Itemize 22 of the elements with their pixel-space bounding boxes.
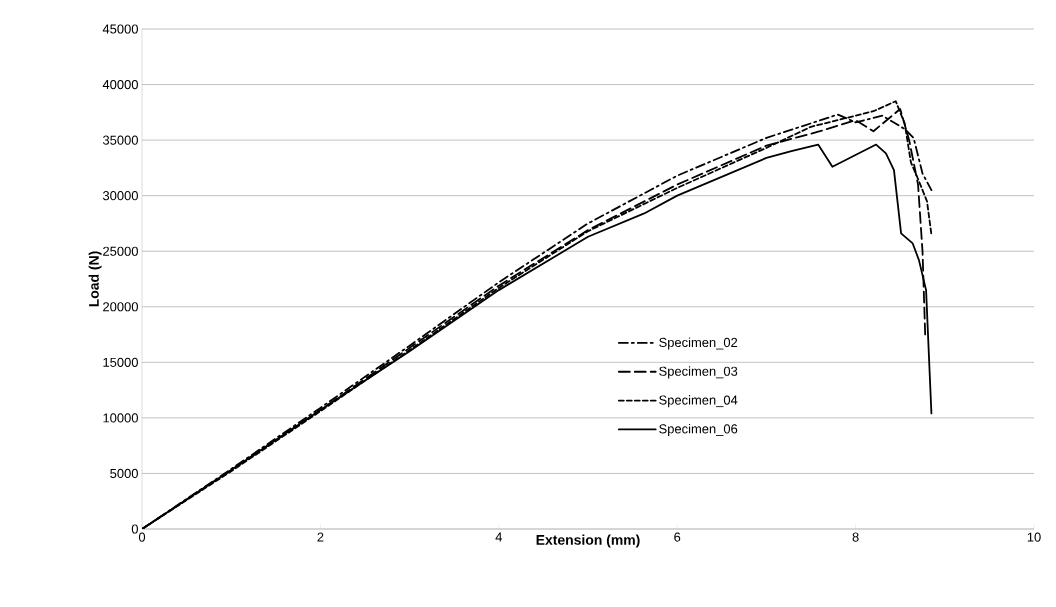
x-tick-label: 2	[317, 532, 324, 542]
legend-label: Specimen_04	[659, 395, 738, 408]
legend-label: Specimen_02	[659, 337, 738, 350]
legend-label: Specimen_03	[659, 366, 738, 379]
y-tick-label: 5000	[110, 468, 138, 479]
y-axis-title: Load (N)	[88, 251, 102, 307]
y-tick-label: 30000	[102, 191, 138, 201]
legend-label: Specimen_06	[659, 423, 738, 437]
y-tick-label: 45000	[102, 24, 138, 34]
y-tick-label: 15000	[103, 357, 138, 367]
y-tick-label: 10000	[103, 413, 138, 423]
y-tick-label: 40000	[102, 79, 138, 90]
y-tick-label: 25000	[103, 246, 138, 256]
x-tick-label: 6	[674, 532, 681, 542]
x-tick-label: 4	[495, 532, 503, 542]
y-tick-label: 35000	[102, 135, 138, 145]
x-tick-label: 0	[138, 532, 146, 542]
x-axis-title: Extension (mm)	[536, 534, 640, 548]
x-tick-label: 10	[1027, 532, 1041, 542]
y-tick-label: 0	[131, 524, 138, 534]
x-tick-label: 8	[852, 532, 859, 542]
y-tick-label: 20000	[103, 302, 138, 312]
